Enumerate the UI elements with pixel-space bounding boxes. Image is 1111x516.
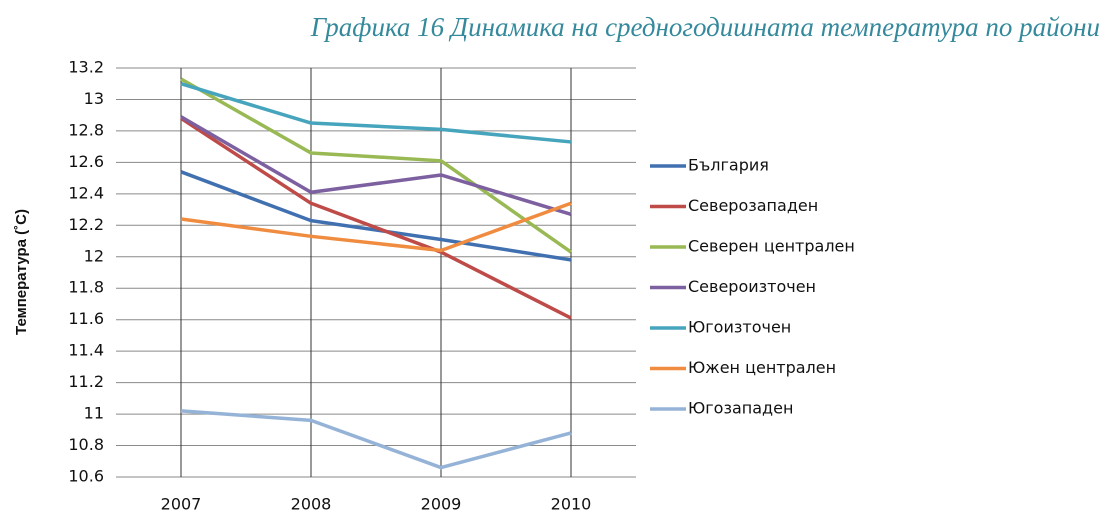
- y-tick-label: 11.4: [68, 341, 104, 360]
- line-series: [180, 116, 572, 320]
- y-tick-label: 11.2: [68, 372, 104, 391]
- line-series: [180, 115, 572, 216]
- chart-title: Графика 16 Динамика на средногодишната т…: [310, 12, 1100, 42]
- y-tick-label: 10.6: [68, 467, 104, 486]
- line-series: [180, 409, 572, 470]
- y-tick-label: 11.6: [68, 309, 104, 328]
- y-tick-label: 11: [84, 404, 104, 423]
- x-tick-label: 2010: [551, 495, 592, 514]
- x-tick-label: 2007: [161, 495, 202, 514]
- y-axis-label: Температура (˚C): [13, 209, 30, 335]
- legend-label: Южен централен: [688, 358, 836, 377]
- legend-label: Северен централен: [688, 237, 855, 256]
- y-tick-label: 10.8: [68, 435, 104, 454]
- line-series: [180, 77, 573, 254]
- x-tick-label: 2008: [291, 495, 332, 514]
- line-series: [180, 82, 572, 144]
- legend-label: България: [688, 156, 769, 175]
- y-tick-label: 13.2: [68, 58, 104, 77]
- legend-label: Югоизточен: [688, 318, 791, 337]
- y-tick-label: 12.8: [68, 120, 104, 139]
- x-tick-label: 2009: [421, 495, 462, 514]
- line-series: [180, 201, 572, 253]
- y-tick-label: 12.6: [68, 152, 104, 171]
- legend-label: Северозападен: [688, 196, 818, 215]
- y-tick-label: 12: [84, 246, 104, 265]
- legend-label: Североизточен: [688, 277, 816, 296]
- line-series: [180, 170, 572, 262]
- y-tick-label: 12.2: [68, 215, 104, 234]
- y-tick-label: 11.8: [68, 278, 104, 297]
- y-tick-label: 13: [84, 89, 104, 108]
- y-tick-label: 12.4: [68, 183, 104, 202]
- legend-label: Югозападен: [688, 399, 793, 418]
